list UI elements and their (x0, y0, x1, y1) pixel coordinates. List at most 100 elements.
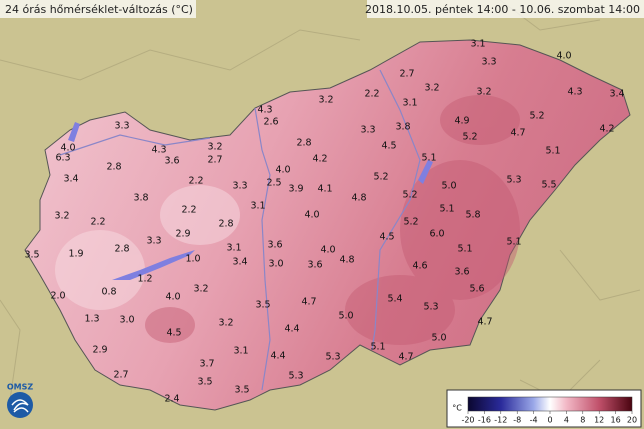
station-value: 3.2 (424, 83, 439, 94)
station-value: 4.5 (166, 328, 181, 339)
lake-ferto (68, 122, 80, 142)
station-value: 2.8 (296, 138, 311, 149)
logo-wave (11, 399, 29, 413)
station-value: 5.2 (403, 217, 418, 228)
legend-tick-label: -8 (513, 416, 521, 425)
station-value: 3.3 (114, 121, 129, 132)
station-value: 5.1 (370, 342, 385, 353)
station-value: 3.2 (207, 142, 222, 153)
station-value: 5.0 (441, 181, 456, 192)
station-value: 3.5 (24, 250, 39, 261)
station-value: 1.9 (68, 249, 83, 260)
station-value: 2.4 (164, 394, 179, 405)
station-value: 5.4 (387, 294, 402, 305)
station-value: 5.2 (402, 190, 417, 201)
station-value: 5.1 (439, 204, 454, 215)
legend-tick-label: 4 (564, 416, 569, 425)
station-value: 4.7 (510, 128, 525, 139)
legend-tick-label: -12 (494, 416, 507, 425)
station-value: 5.3 (423, 302, 438, 313)
station-value: 5.2 (373, 172, 388, 183)
station-value: 3.6 (307, 260, 322, 271)
legend-unit: °C (452, 404, 462, 413)
station-value: 3.0 (268, 259, 283, 270)
station-value: 6.3 (55, 153, 70, 164)
station-value: 3.8 (395, 122, 410, 133)
station-value: 3.3 (232, 181, 247, 192)
lake-tisza (418, 160, 433, 184)
station-value: 2.8 (218, 219, 233, 230)
station-value: 4.4 (284, 324, 299, 335)
station-value: 4.2 (599, 124, 614, 135)
station-value: 4.6 (412, 261, 427, 272)
station-value: 5.6 (469, 284, 484, 295)
station-value: 3.6 (164, 156, 179, 167)
legend-tick-label: -4 (530, 416, 538, 425)
station-value: 2.5 (266, 178, 281, 189)
station-value: 5.5 (541, 180, 556, 191)
station-value: 4.3 (567, 87, 582, 98)
station-value: 2.0 (50, 291, 65, 302)
station-value: 3.7 (199, 359, 214, 370)
warm-areas (145, 95, 520, 345)
station-value: 0.8 (101, 287, 116, 298)
station-value: 3.2 (476, 87, 491, 98)
station-value: 5.1 (457, 244, 472, 255)
rivers (59, 69, 421, 391)
title: 24 órás hőmérséklet-változás (°C) (5, 3, 193, 16)
title-box (0, 0, 196, 18)
lake-balaton (112, 250, 195, 280)
station-value: 3.1 (233, 346, 248, 357)
station-value: 2.9 (92, 345, 107, 356)
logo: OMSZ (7, 383, 34, 392)
station-value: 3.1 (470, 39, 485, 50)
station-value: 5.3 (506, 175, 521, 186)
station-value: 4.5 (379, 232, 394, 243)
station-value: 5.3 (288, 371, 303, 382)
logo-icon (7, 392, 33, 418)
station-value: 4.7 (398, 352, 413, 363)
station-value: 4.0 (320, 245, 335, 256)
station-value: 3.1 (402, 98, 417, 109)
borders (0, 0, 641, 401)
legend-tick-label: 8 (580, 416, 585, 425)
stations: 3.1 4.0 3.3 2.7 3.2 3.2 4.3 3.4 3.2 2.2 3.1 4.3 3.3 2… (24, 39, 624, 405)
station-value: 2.7 (207, 155, 222, 166)
station-value: 5.1 (506, 237, 521, 248)
station-value: 4.0 (275, 165, 290, 176)
cool-areas (55, 185, 240, 310)
station-value: 4.0 (60, 143, 75, 154)
station-value: 1.0 (185, 254, 200, 265)
station-value: 2.2 (364, 89, 379, 100)
legend-tick-label: 16 (611, 416, 621, 425)
station-value: 5.3 (325, 352, 340, 363)
legend-ticks: -20 -16 -12 -8 -4 0 4 8 12 16 20 (461, 411, 637, 425)
station-value: 4.8 (351, 193, 366, 204)
country (24, 39, 631, 411)
station-value: 3.3 (481, 57, 496, 68)
station-value: 1.3 (84, 314, 99, 325)
station-value: 3.4 (63, 174, 78, 185)
station-value: 3.5 (234, 385, 249, 396)
station-value: 3.2 (318, 95, 333, 106)
station-value: 4.3 (257, 105, 272, 116)
station-value: 3.9 (288, 184, 303, 195)
station-value: 4.8 (339, 255, 354, 266)
station-value: 4.1 (317, 184, 332, 195)
station-value: 3.0 (119, 315, 134, 326)
station-value: 4.0 (304, 210, 319, 221)
legend-tick-label: 0 (547, 416, 552, 425)
station-value: 4.9 (454, 116, 469, 127)
station-value: 4.0 (556, 51, 571, 62)
period: 2018.10.05. péntek 14:00 - 10.06. szomba… (365, 3, 640, 16)
legend-tick-label: 20 (627, 416, 637, 425)
station-value: 5.0 (431, 333, 446, 344)
station-value: 2.2 (90, 217, 105, 228)
station-value: 2.9 (175, 229, 190, 240)
station-value: 5.0 (338, 311, 353, 322)
station-value: 3.1 (250, 201, 265, 212)
station-value: 3.6 (267, 240, 282, 251)
legend-tick-label: 12 (594, 416, 604, 425)
station-value: 4.3 (151, 145, 166, 156)
